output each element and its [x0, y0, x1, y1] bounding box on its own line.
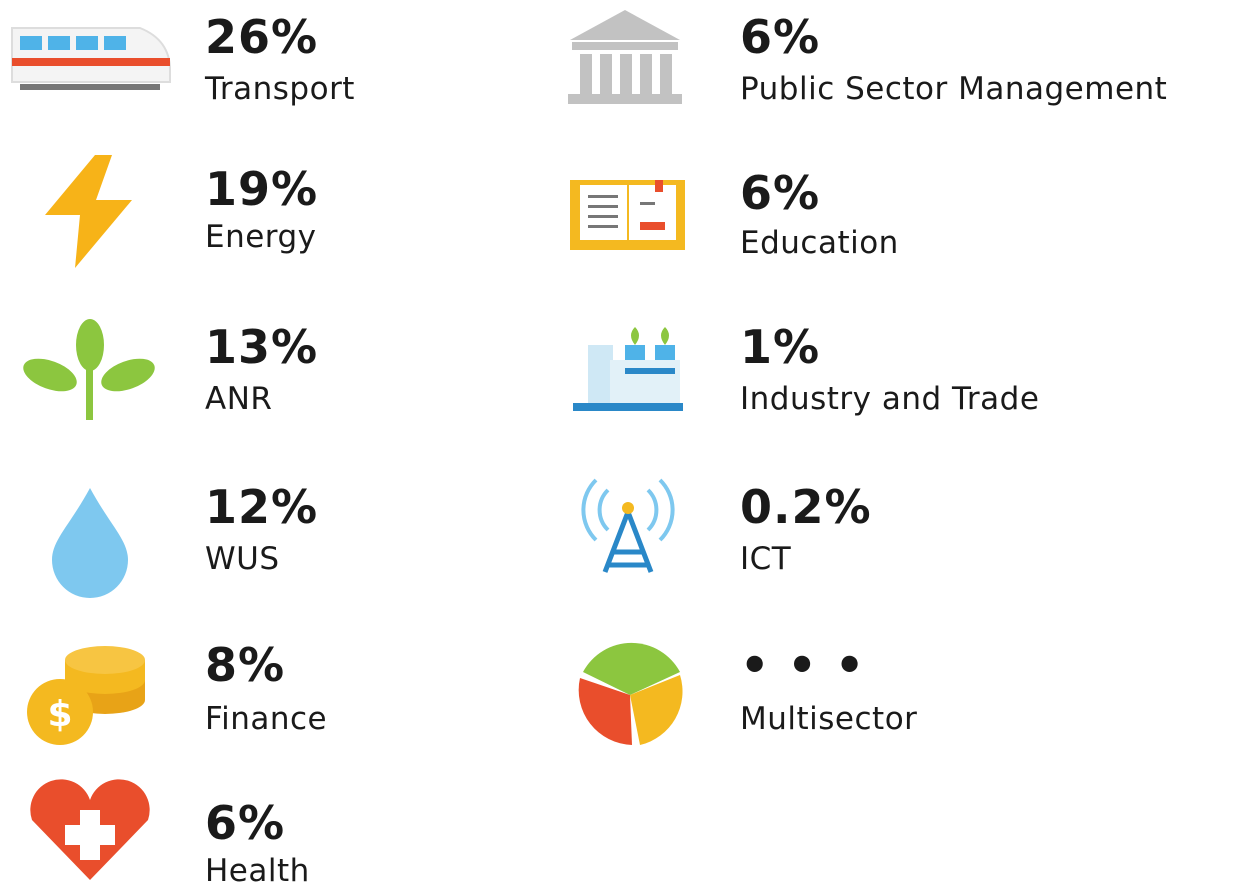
label: WUS — [205, 541, 280, 577]
value: 1% — [740, 320, 821, 374]
label: ANR — [205, 381, 273, 417]
value: 26% — [205, 10, 319, 64]
plant-icon — [23, 319, 155, 420]
public-sector-icon — [568, 10, 682, 104]
energy-icon — [45, 155, 132, 268]
value: 19% — [205, 162, 319, 216]
value: 12% — [205, 480, 319, 534]
label: Education — [740, 225, 899, 261]
label: Health — [205, 853, 310, 887]
value: 6% — [740, 166, 821, 220]
train-icon — [11, 27, 171, 90]
label: Transport — [205, 71, 355, 107]
industry-icon — [573, 327, 683, 411]
value: • • • — [740, 638, 866, 692]
education-icon — [570, 180, 685, 250]
ict-icon — [581, 478, 675, 573]
label: Multisector — [740, 701, 918, 737]
label: Public Sector Management — [740, 71, 1168, 107]
value: 13% — [205, 320, 319, 374]
value: 6% — [205, 796, 286, 850]
svg-text:$: $ — [47, 694, 72, 735]
value: 0.2% — [740, 480, 872, 534]
label: ICT — [740, 541, 792, 577]
label: Industry and Trade — [740, 381, 1040, 417]
health-icon — [30, 779, 150, 880]
value: 6% — [740, 10, 821, 64]
label: Energy — [205, 219, 317, 255]
label: Finance — [205, 701, 328, 737]
water-icon — [52, 488, 128, 598]
value: 8% — [205, 638, 286, 692]
multisector-icon — [578, 642, 683, 745]
finance-icon: $ — [27, 646, 145, 745]
